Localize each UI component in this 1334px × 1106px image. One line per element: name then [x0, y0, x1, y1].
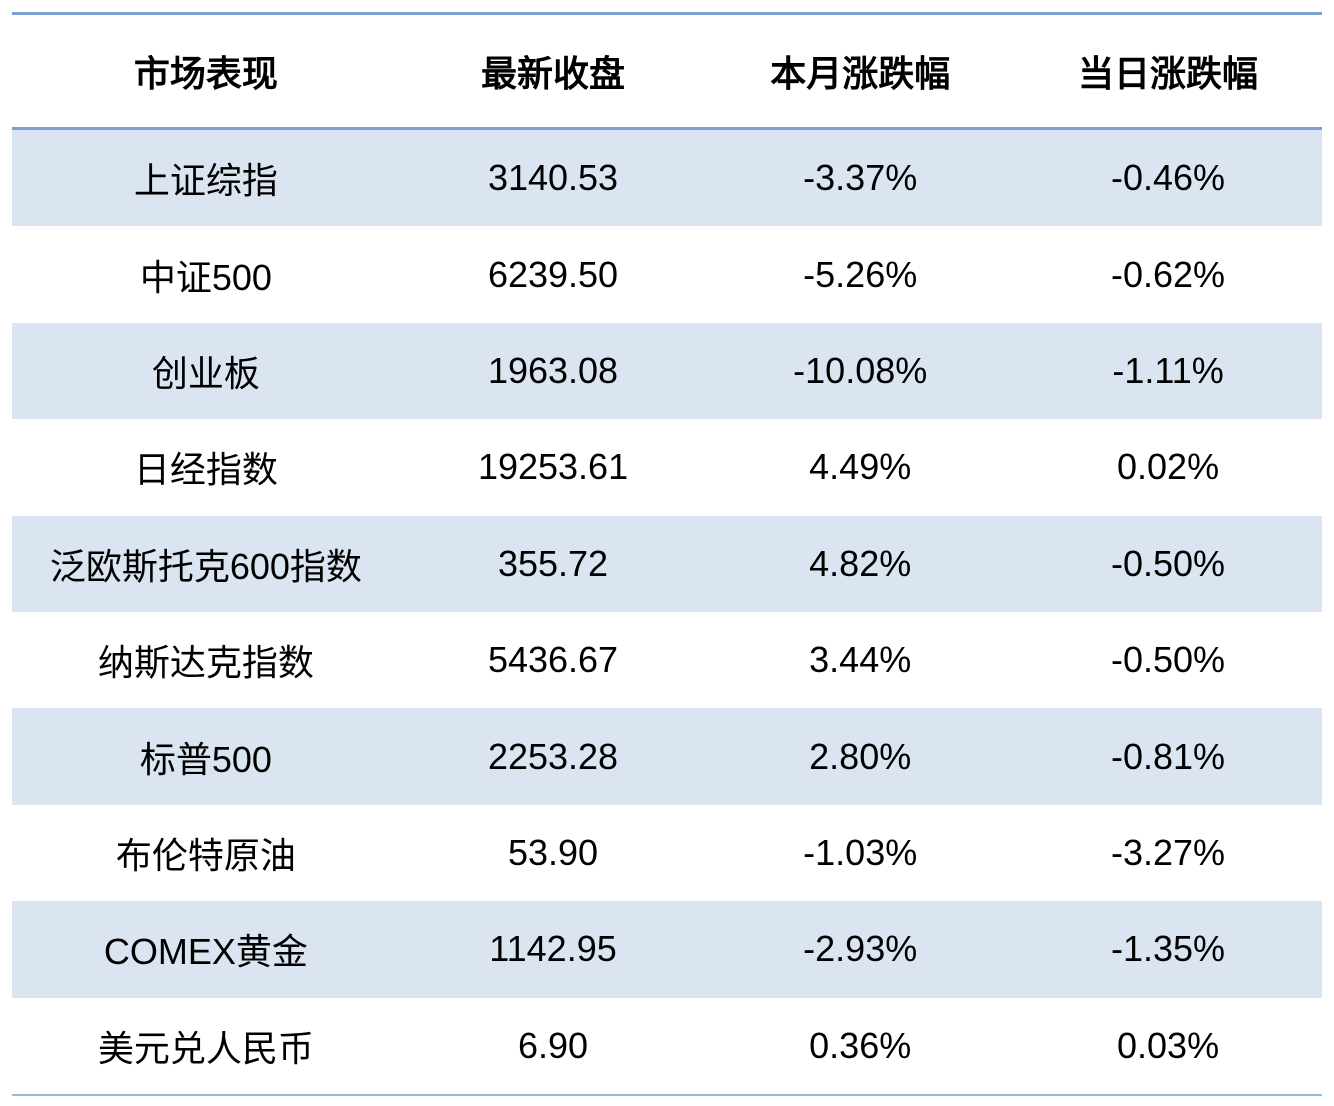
- column-header-market: 市场表现: [133, 53, 278, 94]
- market-name: 日经指数: [133, 449, 278, 491]
- month-change-value: -2.93%: [803, 928, 918, 970]
- day-change-value: -0.81%: [1111, 735, 1226, 777]
- latest-close-value: 53.90: [507, 831, 599, 873]
- table-header-row: 市场表现 最新收盘 本月涨跌幅 当日涨跌幅: [12, 15, 1322, 130]
- column-header-month-change: 本月涨跌幅: [770, 53, 951, 94]
- column-header-day-change: 当日涨跌幅: [1078, 53, 1259, 94]
- latest-close-value: 1963.08: [487, 349, 619, 391]
- month-change-value: -1.03%: [803, 831, 918, 873]
- month-change-value: 4.82%: [809, 542, 912, 584]
- market-name: 美元兑人民币: [97, 1027, 314, 1069]
- market-name: 创业板: [151, 352, 260, 394]
- market-name: COMEX黄金: [103, 931, 308, 973]
- month-change-value: -3.37%: [803, 157, 918, 199]
- latest-close-value: 19253.61: [477, 446, 629, 488]
- day-change-value: 0.03%: [1117, 1024, 1220, 1066]
- market-name: 布伦特原油: [115, 834, 296, 876]
- day-change-value: 0.02%: [1117, 446, 1220, 488]
- table-row: COMEX黄金 1142.95 -2.93% -1.35%: [12, 901, 1322, 998]
- table-row: 标普500 2253.28 2.80% -0.81%: [12, 708, 1322, 805]
- latest-close-value: 355.72: [497, 542, 609, 584]
- day-change-value: -0.50%: [1111, 639, 1226, 681]
- table-row: 日经指数 19253.61 4.49% 0.02%: [12, 419, 1322, 516]
- table-row: 美元兑人民币 6.90 0.36% 0.03%: [12, 997, 1322, 1094]
- column-header-latest-close: 最新收盘: [481, 53, 626, 94]
- day-change-value: -0.50%: [1111, 542, 1226, 584]
- day-change-value: -3.27%: [1111, 831, 1226, 873]
- table-row: 创业板 1963.08 -10.08% -1.11%: [12, 322, 1322, 420]
- market-name: 泛欧斯托克600指数: [49, 545, 362, 587]
- day-change-value: -0.46%: [1111, 157, 1226, 199]
- month-change-value: 3.44%: [809, 639, 912, 681]
- day-change-value: -1.35%: [1111, 928, 1226, 970]
- day-change-value: -1.11%: [1112, 349, 1224, 391]
- table-row: 布伦特原油 53.90 -1.03% -3.27%: [12, 804, 1322, 902]
- day-change-value: -0.62%: [1111, 253, 1226, 295]
- market-name: 上证综指: [133, 160, 278, 202]
- table-row: 上证综指 3140.53 -3.37% -0.46%: [12, 130, 1322, 227]
- latest-close-value: 6239.50: [487, 253, 619, 295]
- month-change-value: 4.49%: [809, 446, 912, 488]
- latest-close-value: 3140.53: [487, 157, 619, 199]
- latest-close-value: 5436.67: [487, 639, 619, 681]
- month-change-value: -5.26%: [803, 253, 918, 295]
- latest-close-value: 1142.95: [489, 928, 617, 970]
- table-row: 纳斯达克指数 5436.67 3.44% -0.50%: [12, 611, 1322, 709]
- market-name: 标普500: [139, 738, 272, 780]
- market-name: 中证500: [139, 256, 272, 298]
- table-row: 泛欧斯托克600指数 355.72 4.82% -0.50%: [12, 515, 1322, 612]
- market-performance-table: 市场表现 最新收盘 本月涨跌幅 当日涨跌幅 上证综指 3140.53 -3.37…: [12, 12, 1322, 1096]
- month-change-value: -10.08%: [793, 349, 928, 391]
- market-name: 纳斯达克指数: [97, 642, 314, 684]
- latest-close-value: 6.90: [517, 1024, 589, 1066]
- latest-close-value: 2253.28: [487, 735, 619, 777]
- table-row: 中证500 6239.50 -5.26% -0.62%: [12, 226, 1322, 323]
- month-change-value: 0.36%: [809, 1024, 912, 1066]
- month-change-value: 2.80%: [809, 735, 912, 777]
